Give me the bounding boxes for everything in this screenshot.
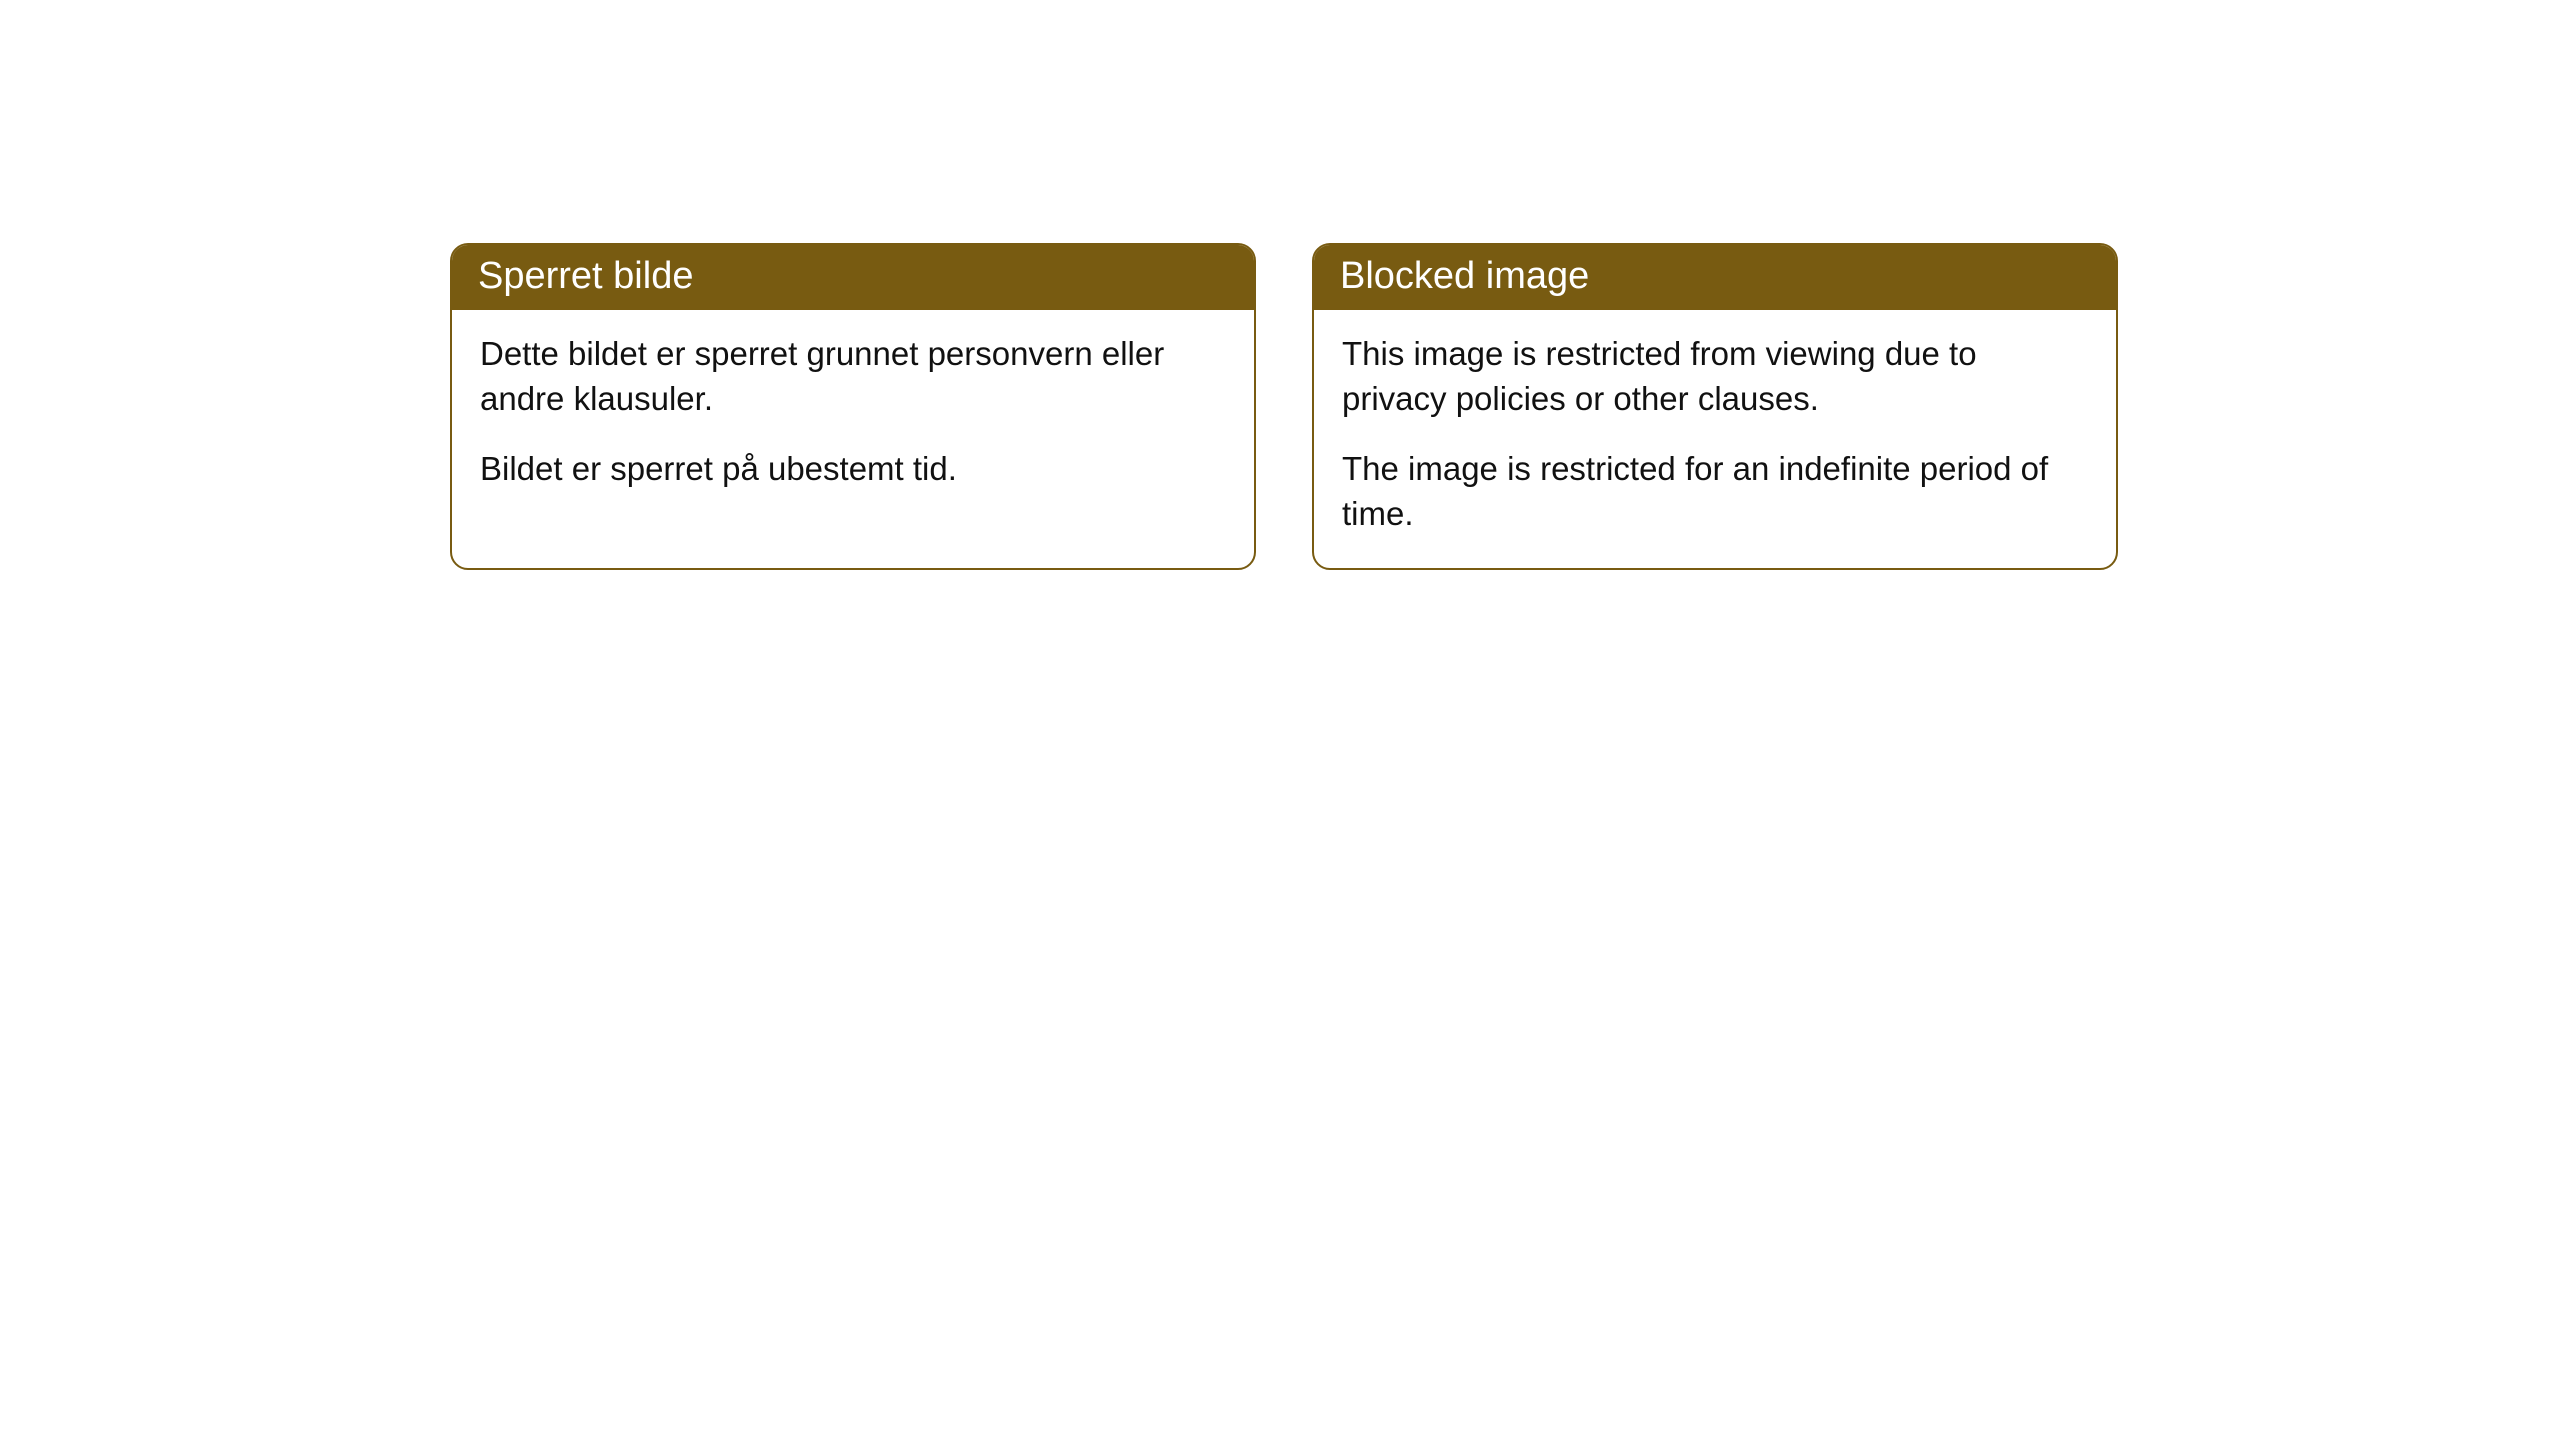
card-header: Blocked image (1314, 245, 2116, 310)
card-paragraph-1: This image is restricted from viewing du… (1342, 332, 2088, 421)
card-norwegian: Sperret bilde Dette bildet er sperret gr… (450, 243, 1256, 570)
card-paragraph-2: Bildet er sperret på ubestemt tid. (480, 447, 1226, 492)
card-body: This image is restricted from viewing du… (1314, 310, 2116, 568)
cards-container: Sperret bilde Dette bildet er sperret gr… (450, 243, 2118, 570)
card-paragraph-1: Dette bildet er sperret grunnet personve… (480, 332, 1226, 421)
card-header: Sperret bilde (452, 245, 1254, 310)
card-paragraph-2: The image is restricted for an indefinit… (1342, 447, 2088, 536)
card-english: Blocked image This image is restricted f… (1312, 243, 2118, 570)
card-body: Dette bildet er sperret grunnet personve… (452, 310, 1254, 524)
